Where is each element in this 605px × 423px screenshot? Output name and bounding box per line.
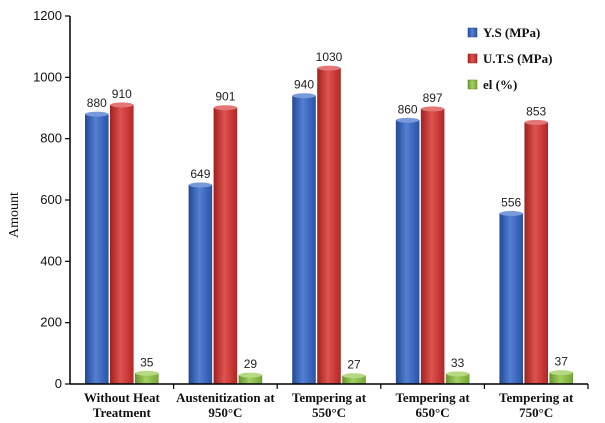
data-label: 910 [112, 87, 132, 101]
data-label: 853 [526, 104, 546, 118]
data-label: 37 [555, 355, 569, 369]
x-tick-label: Tempering at [395, 390, 470, 405]
x-tick-label: 750°C [519, 405, 553, 420]
bar-cap [238, 372, 262, 378]
x-tick-label: 650°C [416, 405, 450, 420]
bar-cap [85, 111, 109, 117]
bar [110, 104, 134, 385]
bar [85, 113, 109, 385]
bar [213, 107, 238, 385]
bar [317, 67, 341, 385]
legend-label: Y.S (MPa) [483, 25, 540, 40]
data-label: 27 [347, 358, 361, 372]
data-label: 880 [87, 96, 107, 110]
bar-cap [524, 119, 548, 125]
legend: Y.S (MPa) U.T.S (MPa) el (%) [467, 25, 552, 92]
x-tick-label: Austenitization at [176, 390, 275, 405]
bar [292, 95, 316, 385]
x-tick-label: 550°C [312, 405, 346, 420]
data-label: 556 [501, 195, 521, 209]
bar-cap [549, 370, 573, 376]
bar-cap [135, 370, 159, 376]
bar-cap [292, 93, 316, 99]
data-label: 649 [190, 167, 210, 181]
y-tick-label: 800 [40, 131, 62, 146]
bar-cap [213, 105, 237, 111]
y-axis-label: Amount [7, 192, 22, 238]
bar [188, 184, 213, 385]
axes: 0 200 400 600 800 1000 1200 Without HeatTreatme… [33, 8, 589, 420]
x-tick-label: Tempering at [499, 390, 574, 405]
legend-swatch [467, 79, 478, 90]
bar [395, 120, 420, 385]
data-label: 901 [215, 90, 235, 104]
data-label: 897 [423, 91, 443, 105]
legend-swatch [467, 27, 478, 38]
bar [499, 213, 523, 385]
bar-cap [446, 371, 470, 377]
data-label: 940 [294, 78, 314, 92]
data-label: 1030 [316, 50, 343, 64]
data-label: 35 [140, 355, 154, 369]
y-tick-label: 400 [40, 253, 62, 268]
bar-cap [499, 210, 523, 216]
x-tick-label: 950°C [208, 405, 242, 420]
bar-cap [421, 106, 445, 112]
y-tick-label: 1000 [33, 69, 62, 84]
bar-cap [110, 102, 134, 108]
legend-label: U.T.S (MPa) [483, 51, 552, 66]
y-tick-label: 200 [40, 315, 62, 330]
data-label: 33 [451, 356, 465, 370]
bar-cap [342, 373, 366, 379]
bar-cap [317, 65, 341, 71]
legend-swatch [467, 53, 478, 64]
x-tick-label: Without Heat [84, 390, 161, 405]
data-label: 860 [398, 102, 418, 116]
bar-cap [396, 117, 420, 123]
bar-cap [188, 182, 212, 188]
y-tick-label: 600 [40, 192, 62, 207]
y-tick-label: 0 [55, 376, 62, 391]
y-tick-label: 1200 [33, 8, 62, 23]
x-tick-label: Tempering at [292, 390, 367, 405]
bar [524, 122, 548, 385]
legend-label: el (%) [483, 77, 517, 92]
x-tick-label: Treatment [93, 405, 152, 420]
data-label: 29 [244, 357, 258, 371]
bar [420, 108, 445, 385]
